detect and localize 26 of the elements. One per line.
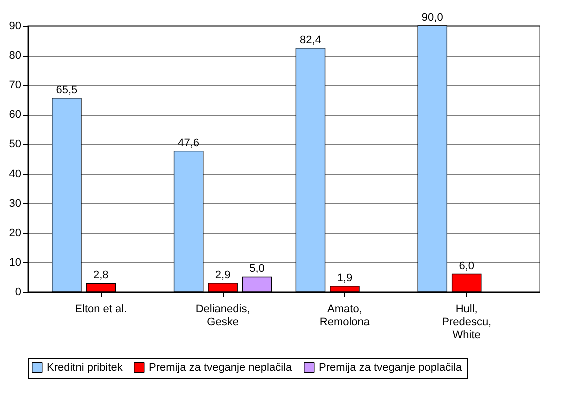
y-tick-label: 0 (15, 286, 22, 298)
data-label: 6,0 (459, 260, 475, 272)
y-tick-label: 20 (9, 227, 22, 240)
x-tick-label: Elton et al. (75, 304, 128, 316)
data-label: 65,5 (56, 84, 78, 96)
data-label: 47,6 (178, 137, 200, 150)
legend-label: Kreditni pribitek (47, 362, 124, 374)
x-tick-label: Delianedis, Geske (196, 304, 250, 328)
y-tick-label: 60 (9, 109, 22, 122)
y-tick-label: 70 (9, 80, 22, 92)
y-tick-label: 40 (9, 168, 22, 180)
data-label: 90,0 (422, 12, 444, 24)
x-tick-label: Hull, Predescu, White (442, 304, 492, 342)
y-tick-label: 80 (9, 50, 22, 62)
data-label: 5,0 (250, 263, 265, 276)
data-label: 1,9 (337, 272, 353, 284)
y-tick-label: 50 (9, 138, 22, 151)
y-tick-label: 30 (9, 198, 22, 210)
data-label: 82,4 (300, 34, 322, 46)
data-label: 2,8 (93, 270, 109, 282)
data-label: 2,9 (215, 269, 231, 282)
legend-label: Premija za tveganje poplačila (319, 362, 463, 374)
y-tick-label: 90 (9, 20, 22, 32)
y-tick-label: 10 (9, 256, 22, 269)
legend-label: Premija za tveganje neplačila (149, 362, 293, 374)
x-tick-label: Amato, Remolona (320, 304, 371, 328)
